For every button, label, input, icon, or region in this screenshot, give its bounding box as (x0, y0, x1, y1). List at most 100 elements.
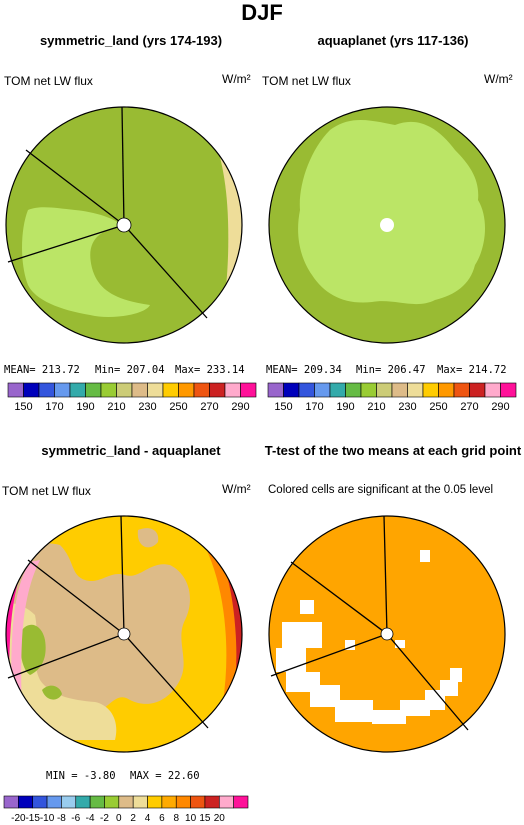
colorbar-swatch (46, 795, 62, 809)
colorbar-tick-label: -10 (40, 813, 55, 824)
colorbar-tick-label: 210 (107, 401, 125, 413)
colorbar-swatch (104, 795, 120, 809)
panel2-mean: MEAN= 209.34 (266, 364, 342, 376)
colorbar-swatch (204, 795, 220, 809)
panel2-title: aquaplanet (yrs 117-136) (317, 33, 469, 48)
panel1-units-label: W/m² (222, 72, 251, 86)
colorbar-swatch (175, 795, 191, 809)
panel1-max: Max= 233.14 (175, 364, 245, 376)
colorbar-swatch (69, 382, 86, 398)
colorbar-swatch (190, 795, 206, 809)
panel1-title: symmetric_land (yrs 174-193) (39, 33, 223, 48)
colorbar-swatch (23, 382, 40, 398)
colorbar-swatch (147, 382, 164, 398)
colorbar-tick-label: 150 (14, 401, 32, 413)
colorbar-swatch (233, 795, 249, 809)
colorbar-swatch (345, 382, 362, 398)
colorbar-tick-label: 6 (159, 813, 165, 824)
colorbar-swatch (100, 382, 117, 398)
colorbar-tick-label: 250 (169, 401, 187, 413)
colorbar-swatch (376, 382, 393, 398)
colorbar-swatch (283, 382, 300, 398)
panel3-map-border (5, 515, 243, 753)
panel3-min: MIN = -3.80 (46, 770, 116, 782)
panel1-variable-label: TOM net LW flux (4, 74, 93, 88)
colorbar-swatch (38, 382, 55, 398)
panel2-map-border (268, 106, 506, 344)
panel1-mean: MEAN= 213.72 (4, 364, 80, 376)
panel3-map (6, 516, 242, 752)
colorbar-tick-label: -15 (25, 813, 40, 824)
colorbar-swatch (3, 795, 19, 809)
colorbar-swatch (267, 382, 284, 398)
colorbar-tick-label: -4 (86, 813, 95, 824)
colorbar-tick-label: 0 (116, 813, 122, 824)
colorbar-tick-label: -6 (71, 813, 80, 824)
colorbar-swatch (7, 382, 24, 398)
panel3-units-label: W/m² (222, 482, 251, 496)
colorbar-swatch (209, 382, 226, 398)
panel2-min: Min= 206.47 (356, 364, 426, 376)
colorbar-swatch (469, 382, 486, 398)
colorbar-tick-label: 210 (367, 401, 385, 413)
panel3-max: MAX = 22.60 (130, 770, 200, 782)
colorbar-swatch (75, 795, 91, 809)
colorbar-swatch (132, 795, 148, 809)
colorbar-swatch (329, 382, 346, 398)
panel4-title: T-test of the two means at each grid poi… (264, 443, 522, 458)
colorbar-panel1: 150 170 190 210 230 250 270 290 (7, 382, 257, 413)
colorbar-tick-label: 15 (199, 813, 211, 824)
colorbar-tick-label: 8 (173, 813, 179, 824)
panel3-pole (117, 627, 131, 641)
colorbar-swatch (453, 382, 470, 398)
panel4-pole (380, 627, 394, 641)
colorbar-swatch (298, 382, 315, 398)
panel1-sector-lines (7, 106, 208, 319)
colorbar-swatch (360, 382, 377, 398)
colorbar-swatch (116, 382, 133, 398)
colorbar-swatch (131, 382, 148, 398)
panel4-map-border (268, 515, 506, 753)
colorbar-tick-label: 230 (398, 401, 416, 413)
colorbar-swatch (484, 382, 501, 398)
colorbar-swatch (89, 795, 105, 809)
colorbar-tick-label: 4 (145, 813, 151, 824)
colorbar-swatch (54, 382, 71, 398)
colorbar-swatch (391, 382, 408, 398)
colorbar-tick-label: 170 (45, 401, 63, 413)
panel4-note: Colored cells are significant at the 0.0… (268, 484, 494, 496)
panel1-min: Min= 207.04 (95, 364, 165, 376)
panel2-max: Max= 214.72 (437, 364, 507, 376)
colorbar-tick-label: 270 (200, 401, 218, 413)
colorbar-swatch (147, 795, 163, 809)
colorbar-tick-label: 230 (138, 401, 156, 413)
colorbar-tick-label: 170 (305, 401, 323, 413)
colorbar-swatch (162, 382, 179, 398)
colorbar-panel2: 150 170 190 210 230 250 270 290 (267, 382, 517, 413)
colorbar-tick-label: 290 (491, 401, 509, 413)
colorbar-tick-label: 250 (429, 401, 447, 413)
panel4-sector-lines (270, 515, 469, 731)
colorbar-swatch (314, 382, 331, 398)
colorbar-tick-label: 190 (336, 401, 354, 413)
colorbar-swatch (18, 795, 34, 809)
colorbar-tick-label: 150 (274, 401, 292, 413)
colorbar-tick-label: 270 (460, 401, 478, 413)
colorbar-swatch (500, 382, 517, 398)
panel1-map (6, 107, 242, 343)
colorbar-swatch (178, 382, 195, 398)
panel2-pole (380, 218, 394, 232)
colorbar-swatch (224, 382, 241, 398)
panel4-insignificant-cells (276, 550, 462, 724)
panel1-map-border (5, 106, 243, 344)
panel3-title: symmetric_land - aquaplanet (41, 443, 221, 458)
colorbar-swatch (85, 382, 102, 398)
colorbar-tick-label: 2 (130, 813, 136, 824)
colorbar-swatch (118, 795, 134, 809)
panel3-variable-label: TOM net LW flux (2, 484, 91, 498)
colorbar-swatch (438, 382, 455, 398)
colorbar-tick-label: -8 (57, 813, 66, 824)
colorbar-swatch (32, 795, 48, 809)
colorbar-swatch (193, 382, 210, 398)
